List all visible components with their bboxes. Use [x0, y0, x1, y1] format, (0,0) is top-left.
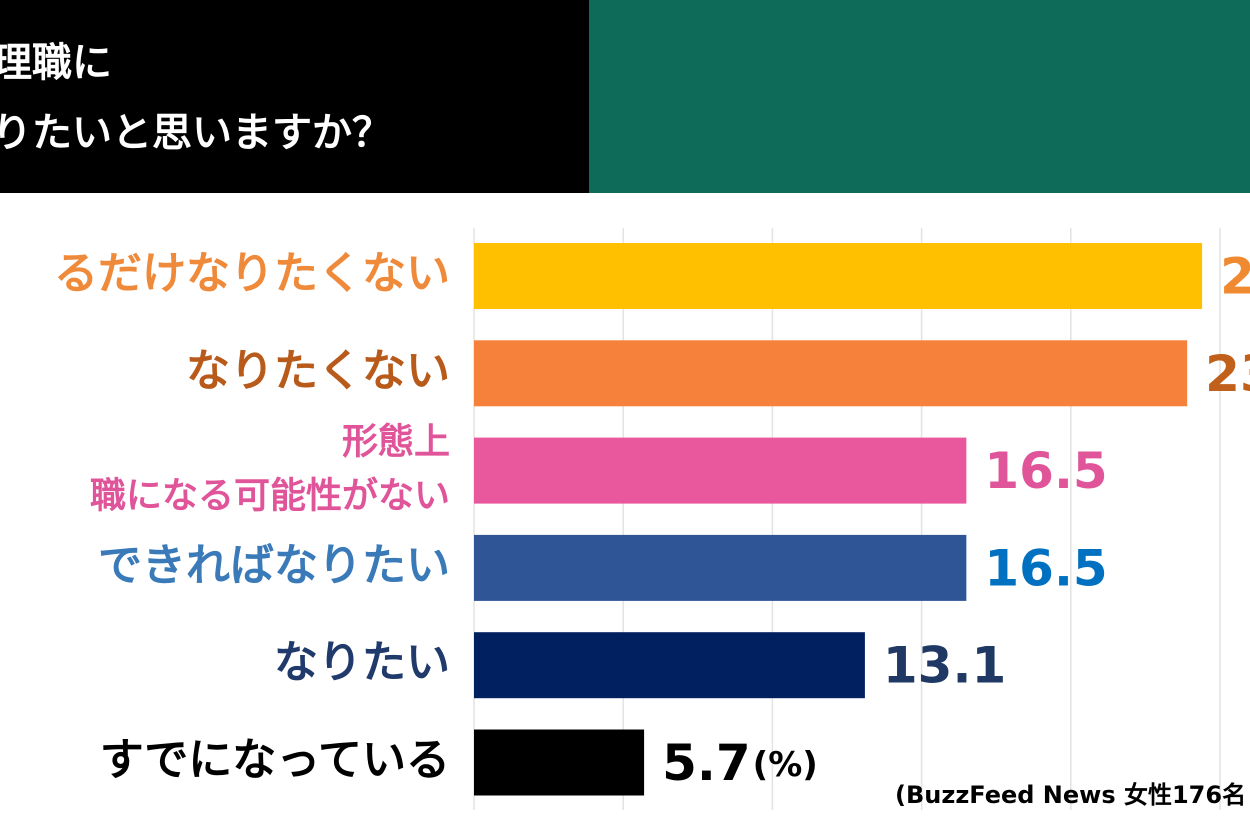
chart-title: りたいと思いますか？ [0, 110, 392, 156]
value-label: 16.5 [984, 442, 1107, 500]
category-label: なりたくない [186, 345, 450, 396]
title-panel [0, 0, 589, 193]
unit-label: (%) [753, 745, 818, 785]
bar [474, 340, 1188, 407]
category-label: なりたい [274, 637, 450, 688]
bar [474, 632, 865, 699]
bar [474, 437, 967, 504]
value-label: 5.7 [662, 734, 751, 792]
category-label: るだけなりたくない [54, 248, 450, 299]
value-label: 16.5 [984, 539, 1107, 597]
bar [474, 729, 645, 796]
category-label: 形態上 [342, 422, 450, 463]
value-label: 24.4 [1220, 248, 1250, 306]
header-panel [589, 0, 1250, 193]
category-label: 職になる可能性がない [90, 476, 450, 517]
bar [474, 534, 967, 601]
note: (BuzzFeed News 女性176名 [895, 781, 1246, 809]
category-label: できればなりたい [98, 540, 450, 591]
value-label: 23.9 [1205, 345, 1250, 403]
value-label: 13.1 [883, 637, 1006, 695]
bar [474, 243, 1203, 309]
category-label: すでになっている [100, 735, 450, 786]
chart-title: 理職に [0, 40, 112, 86]
